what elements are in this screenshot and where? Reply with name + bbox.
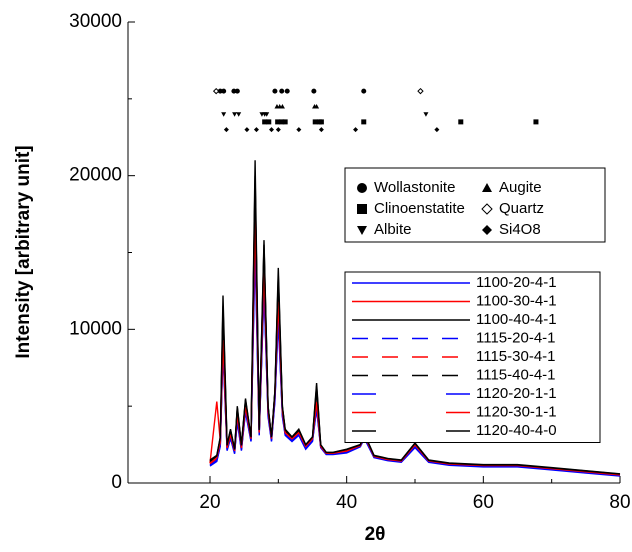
marker [533, 119, 539, 125]
marker [234, 88, 240, 94]
marker [232, 112, 238, 117]
marker [279, 104, 285, 109]
marker [244, 127, 250, 133]
marker [318, 119, 324, 125]
marker [353, 127, 359, 133]
marker [217, 88, 223, 94]
legend-label: 1100-40-4-1 [476, 311, 557, 328]
marker [282, 119, 288, 125]
legend-label: 1100-30-4-1 [476, 292, 557, 309]
marker [284, 88, 290, 94]
marker [212, 87, 220, 95]
marker [275, 127, 281, 133]
marker [221, 112, 227, 117]
legend-label: Clinoenstatite [374, 200, 465, 217]
legend-label: 1120-30-1-1 [476, 403, 557, 420]
marker [236, 112, 242, 117]
data-line [209, 175, 621, 475]
legend-label: 1100-20-4-1 [476, 274, 557, 291]
marker [311, 88, 317, 94]
marker [279, 119, 285, 125]
marker [266, 119, 272, 125]
y-tick-label: 10000 [69, 318, 122, 339]
marker [417, 87, 424, 95]
y-axis-label: Intensity [arbitrary unit] [13, 145, 34, 358]
x-tick-label: 20 [199, 492, 220, 513]
marker [221, 88, 227, 94]
marker [458, 119, 464, 125]
marker [481, 203, 493, 215]
x-tick-label: 60 [473, 492, 494, 513]
x-axis-label: 2θ [365, 524, 386, 545]
legend-label: Albite [374, 221, 412, 238]
marker [434, 127, 440, 133]
marker [264, 112, 270, 117]
legend-label: 1115-20-4-1 [476, 329, 556, 346]
marker [223, 127, 229, 133]
legend-label: 1115-30-4-1 [476, 348, 556, 365]
legend-label: 1115-40-4-1 [476, 366, 556, 383]
y-tick-label: 20000 [69, 165, 122, 186]
x-tick-label: 40 [336, 492, 357, 513]
marker [318, 127, 324, 133]
x-tick-label: 80 [609, 492, 630, 513]
legend-label: Quartz [499, 200, 544, 217]
marker [357, 226, 367, 235]
marker [262, 119, 268, 125]
legend-label: Augite [499, 179, 542, 196]
marker [275, 119, 281, 125]
marker [269, 127, 274, 133]
marker [361, 88, 367, 94]
legend-label: 1120-20-1-1 [476, 385, 557, 402]
marker [357, 183, 367, 193]
marker-legend [344, 167, 606, 243]
marker [296, 127, 302, 133]
legend-label: Si4O8 [499, 221, 541, 238]
marker [272, 88, 278, 94]
marker [482, 183, 492, 192]
marker [314, 104, 320, 109]
marker [357, 204, 367, 214]
y-tick-label: 30000 [69, 11, 122, 32]
marker [279, 88, 285, 94]
marker [312, 119, 318, 125]
marker [482, 225, 492, 235]
marker [423, 112, 429, 117]
marker [231, 88, 237, 94]
legend-label: Wollastonite [374, 179, 455, 196]
legend-label: 1120-40-4-0 [476, 422, 557, 439]
marker [361, 119, 367, 125]
y-tick-label: 0 [111, 472, 122, 493]
marker [253, 127, 259, 133]
